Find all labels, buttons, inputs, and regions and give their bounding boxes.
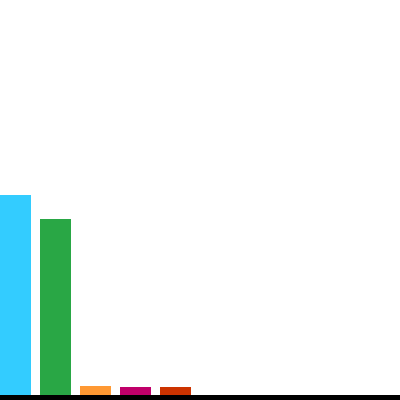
bar-4	[120, 387, 151, 395]
bar-3	[80, 386, 111, 395]
bar-1	[0, 195, 31, 395]
bar-2	[40, 219, 71, 395]
bar-5	[160, 387, 191, 395]
bar-group	[0, 195, 191, 395]
